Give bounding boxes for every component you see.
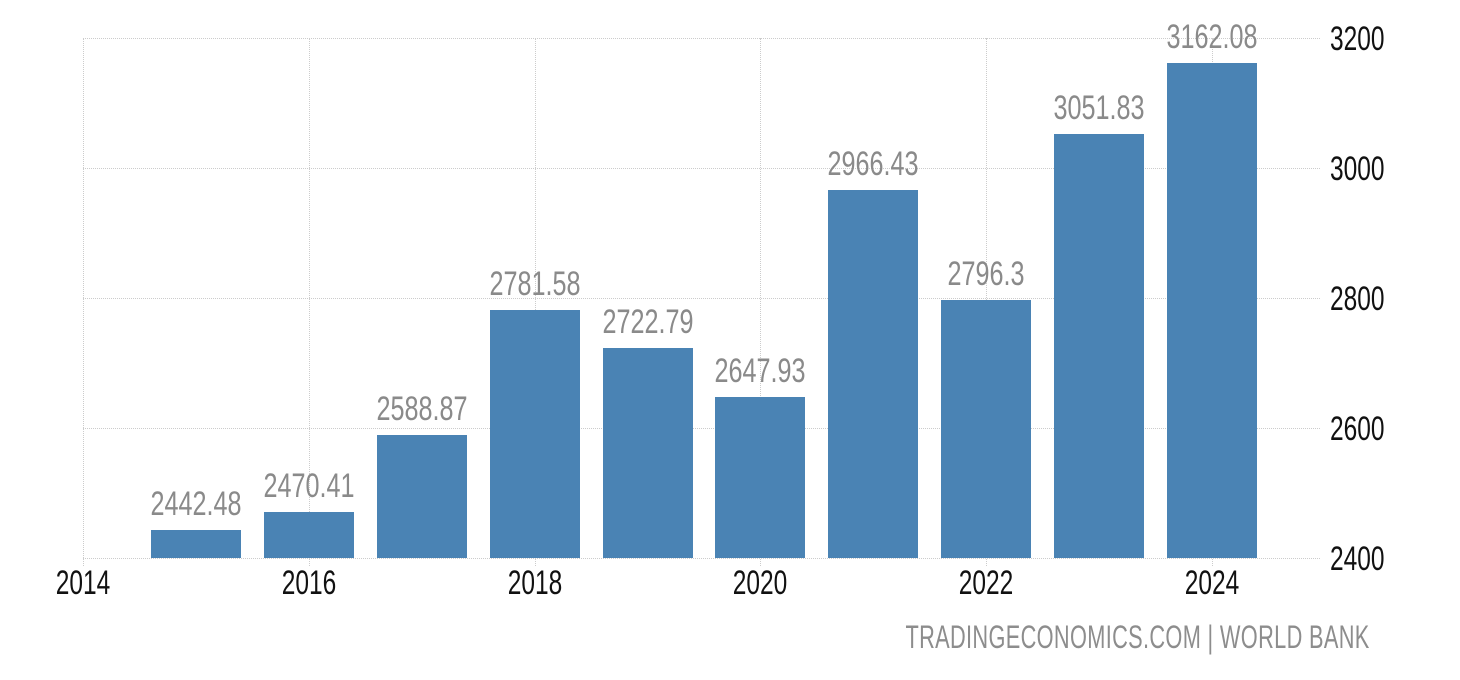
bar-2016[interactable] — [263, 512, 354, 558]
v-gridline-2020 — [760, 38, 762, 566]
x-tick-label-2014: 2014 — [55, 564, 111, 602]
x-tick-label-2024: 2024 — [1184, 564, 1240, 602]
y-tick-label-2400: 2400 — [1330, 540, 1385, 578]
y-tick-label-3000: 3000 — [1330, 150, 1385, 188]
bar-value-label-2022: 2796.3 — [947, 255, 1025, 294]
bar-2020[interactable] — [715, 396, 806, 558]
h-gridline-2600 — [83, 428, 1320, 429]
bar-2021[interactable] — [828, 189, 919, 558]
source-attribution: TRADINGECONOMICS.COM | WORLD BANK — [905, 619, 1370, 655]
bar-value-label-2021: 2966.43 — [827, 144, 919, 183]
bar-2023[interactable] — [1054, 134, 1145, 558]
bar-2024[interactable] — [1167, 62, 1257, 558]
bar-2017[interactable] — [376, 435, 467, 558]
plot-area: 2442.48 2470.41 2588.87 2781.58 2722.79 2647.… — [83, 20, 1320, 566]
y-tick-label-2800: 2800 — [1330, 280, 1385, 318]
bar-value-label-2019: 2722.79 — [602, 303, 693, 342]
bar-value-label-2016: 2470.41 — [263, 467, 355, 506]
bar-2019[interactable] — [602, 348, 693, 558]
h-gridline-2800 — [83, 298, 1320, 299]
x-tick-label-2022: 2022 — [958, 564, 1014, 602]
h-gridline-2400 — [83, 558, 1320, 559]
x-tick-label-2018: 2018 — [507, 564, 562, 602]
h-gridline-3000 — [83, 168, 1320, 169]
bar-value-label-2015: 2442.48 — [150, 485, 242, 524]
bar-2022[interactable] — [941, 300, 1032, 558]
v-gridline-2014 — [83, 38, 84, 566]
x-tick-label-2016: 2016 — [281, 564, 337, 602]
bar-value-label-2020: 2647.93 — [714, 351, 806, 390]
v-gridline-2016 — [308, 38, 310, 566]
bar-2015[interactable] — [150, 530, 241, 558]
bar-value-label-2018: 2781.58 — [489, 264, 581, 303]
x-tick-label-2020: 2020 — [733, 564, 788, 602]
bar-value-label-2017: 2588.87 — [376, 390, 468, 429]
y-tick-label-2600: 2600 — [1330, 410, 1385, 448]
bar-2018[interactable] — [489, 309, 580, 558]
v-gridline-2018 — [534, 38, 536, 566]
y-tick-label-3200: 3200 — [1330, 20, 1385, 58]
bar-value-label-2023: 3051.83 — [1053, 89, 1145, 128]
bar-value-label-2024: 3162.08 — [1166, 17, 1258, 56]
h-gridline-3200 — [83, 38, 1320, 39]
